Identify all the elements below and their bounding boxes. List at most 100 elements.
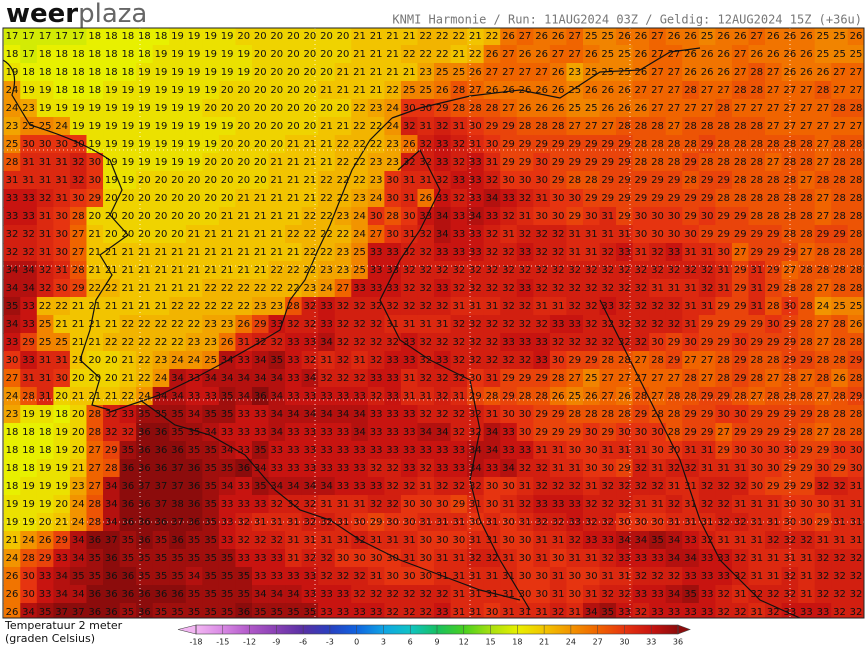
temp-label: 22 (204, 301, 217, 312)
temp-cell (649, 99, 667, 118)
temp-label: 31 (486, 589, 499, 600)
temp-label: 32 (452, 193, 465, 204)
temp-cell (665, 81, 683, 100)
temp-label: 28 (386, 211, 399, 222)
temp-label: 30 (386, 175, 399, 186)
temp-label: 32 (552, 265, 565, 276)
temp-label: 31 (469, 499, 482, 510)
temp-cell (268, 81, 286, 100)
temp-label: 34 (6, 319, 19, 330)
temp-cell (53, 45, 71, 64)
temp-label: 25 (833, 301, 846, 312)
temp-label: 20 (237, 31, 250, 42)
temp-label: 34 (287, 481, 300, 492)
temp-label: 24 (171, 355, 184, 366)
temp-label: 32 (535, 319, 548, 330)
temp-label: 32 (635, 265, 648, 276)
temp-label: 35 (171, 427, 184, 438)
temp-cell (450, 81, 468, 100)
temp-label: 20 (320, 31, 333, 42)
temp-label: 31 (452, 391, 465, 402)
temp-label: 32 (601, 283, 614, 294)
temp-label: 26 (701, 67, 714, 78)
temp-label: 30 (486, 139, 499, 150)
temp-label: 27 (370, 229, 383, 240)
temp-label: 30 (419, 103, 432, 114)
temp-cell (632, 63, 650, 82)
temp-label: 29 (767, 229, 780, 240)
temp-label: 28 (72, 211, 85, 222)
temp-label: 23 (204, 319, 217, 330)
temp-label: 35 (171, 409, 184, 420)
temp-label: 25 (850, 49, 863, 60)
temp-label: 32 (436, 265, 449, 276)
temp-label: 22 (105, 337, 118, 348)
temp-label: 28 (833, 319, 846, 330)
temp-label: 21 (221, 247, 234, 258)
temp-label: 32 (72, 175, 85, 186)
temp-label: 24 (55, 121, 68, 132)
temp-cell (500, 81, 518, 100)
temp-label: 31 (353, 499, 366, 510)
temp-label: 26 (717, 67, 730, 78)
temp-label: 30 (734, 445, 747, 456)
temp-label: 30 (502, 175, 515, 186)
temp-label: 19 (22, 481, 35, 492)
temp-cell (251, 63, 270, 82)
temp-label: 35 (138, 553, 151, 564)
temp-label: 34 (6, 265, 19, 276)
temp-label: 27 (783, 85, 796, 96)
temp-label: 33 (635, 553, 648, 564)
temp-label: 22 (188, 319, 201, 330)
temp-cell (731, 28, 749, 46)
temp-cell (549, 81, 567, 100)
temp-label: 27 (850, 67, 863, 78)
temp-label: 32 (105, 409, 118, 420)
temp-label: 30 (502, 517, 515, 528)
temp-label: 27 (800, 103, 813, 114)
temp-label: 32 (568, 535, 581, 546)
temp-label: 19 (171, 139, 184, 150)
temp-label: 27 (6, 373, 19, 384)
temp-label: 20 (287, 121, 300, 132)
temp-label: 34 (171, 391, 184, 402)
temp-label: 20 (221, 157, 234, 168)
temp-label: 24 (386, 121, 399, 132)
temp-label: 27 (635, 355, 648, 366)
temp-label: 29 (701, 427, 714, 438)
temp-label: 33 (353, 481, 366, 492)
temp-label: 33 (254, 499, 267, 510)
temp-cell (599, 81, 617, 100)
temp-cell (103, 99, 121, 118)
temp-label: 30 (651, 337, 664, 348)
temp-label: 32 (502, 355, 515, 366)
temp-label: 35 (237, 571, 250, 582)
temp-label: 26 (800, 49, 813, 60)
temp-label: 33 (386, 445, 399, 456)
temp-label: 29 (850, 355, 863, 366)
temp-cell (69, 28, 87, 46)
temp-label: 29 (618, 175, 631, 186)
temp-label: 31 (353, 355, 366, 366)
temp-label: 28 (717, 121, 730, 132)
temp-label: 31 (750, 265, 763, 276)
temp-label: 26 (717, 49, 730, 60)
temp-label: 28 (105, 463, 118, 474)
temp-label: 28 (734, 157, 747, 168)
temp-label: 35 (204, 535, 217, 546)
temp-label: 33 (304, 589, 317, 600)
temp-label: 25 (419, 85, 432, 96)
temp-label: 24 (353, 229, 366, 240)
temp-label: 23 (370, 175, 383, 186)
temp-label: 32 (800, 535, 813, 546)
temp-label: 32 (635, 337, 648, 348)
temp-label: 27 (684, 355, 697, 366)
temp-label: 31 (850, 535, 863, 546)
temp-label: 32 (535, 283, 548, 294)
temp-label: 26 (717, 31, 730, 42)
temp-label: 31 (39, 391, 52, 402)
temp-label: 28 (535, 391, 548, 402)
temp-label: 32 (552, 337, 565, 348)
temp-cell (367, 81, 385, 100)
temp-label: 32 (452, 409, 465, 420)
